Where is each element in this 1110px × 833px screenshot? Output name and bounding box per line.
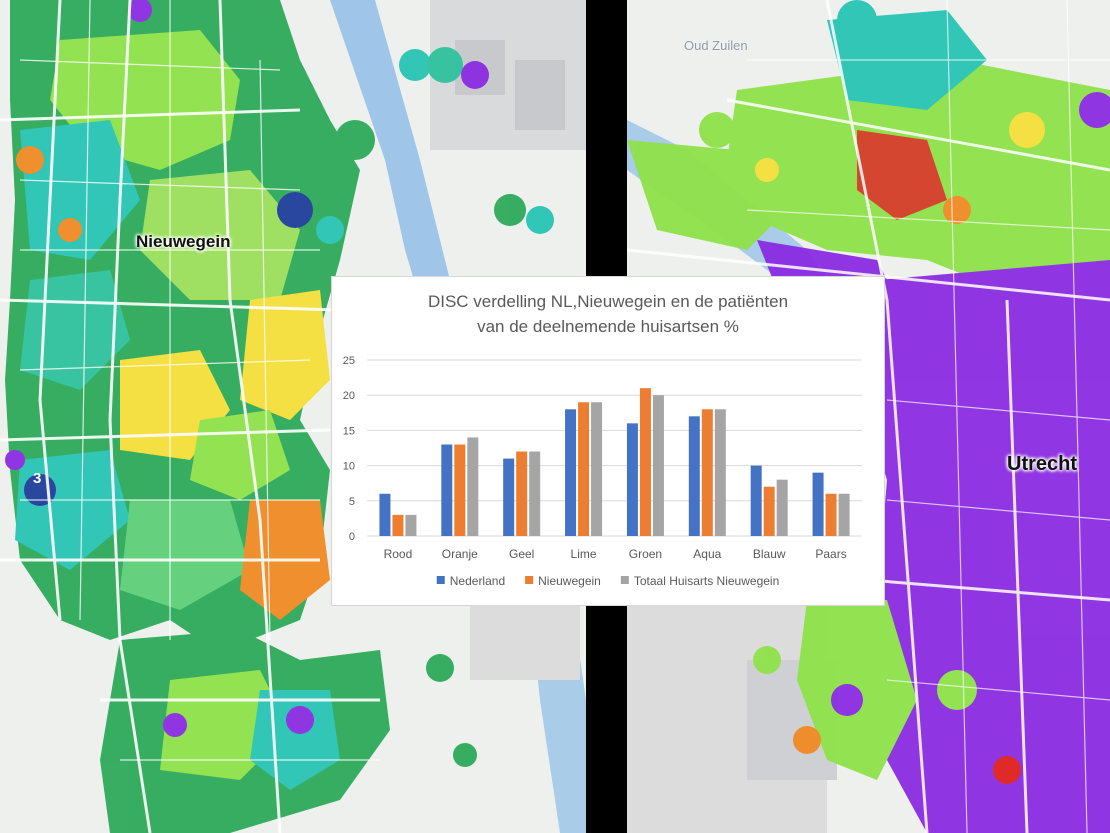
oud-zuilen-district-label: Oud Zuilen — [684, 38, 748, 53]
bar-groen-series-2 — [639, 388, 651, 536]
bar-oranje-series-3 — [467, 437, 479, 536]
bar-blauw-series-1 — [750, 465, 762, 536]
category-label: Blauw — [753, 547, 786, 561]
bar-paars-series-3 — [838, 493, 850, 536]
bar-aqua-series-2 — [701, 409, 713, 536]
legend-label: Nederland — [450, 574, 505, 588]
bar-paars-series-1 — [812, 472, 824, 536]
bar-groen-series-3 — [652, 395, 664, 536]
bar-aqua-series-3 — [714, 409, 726, 536]
y-tick-label: 25 — [343, 355, 355, 367]
y-tick-label: 15 — [343, 425, 355, 437]
bar-geel-series-3 — [529, 451, 541, 536]
chart-gridlines — [367, 359, 862, 537]
map-marker-label: 3 — [33, 470, 42, 487]
disc-distribution-chart: DISC verdelling NL,Nieuwegein en de pati… — [331, 276, 885, 606]
category-label: Geel — [509, 547, 534, 561]
bar-paars-series-2 — [825, 493, 837, 536]
bar-oranje-series-2 — [454, 444, 466, 536]
chart-legend: Nederland Nieuwegein Totaal Huisarts Nieuw… — [436, 574, 779, 588]
bar-blauw-series-2 — [763, 486, 775, 536]
y-tick-label: 10 — [343, 461, 355, 473]
legend-label: Nieuwegein — [538, 574, 601, 588]
chart-title-line1: DISC verdelling NL,Nieuwegein en de pati… — [428, 292, 788, 311]
bar-geel-series-1 — [503, 458, 515, 536]
chart-bars — [379, 388, 850, 536]
utrecht-city-label: Utrecht — [1007, 453, 1078, 475]
category-label: Lime — [571, 547, 597, 561]
legend-swatch — [525, 576, 534, 584]
y-tick-label: 0 — [349, 531, 355, 543]
category-label: Rood — [384, 547, 413, 561]
bar-oranje-series-1 — [441, 444, 453, 536]
category-label: Aqua — [693, 547, 721, 561]
bar-aqua-series-1 — [688, 416, 700, 536]
bar-rood-series-3 — [405, 514, 417, 536]
bar-lime-series-3 — [591, 402, 603, 536]
category-label: Oranje — [442, 547, 478, 561]
chart-y-tick-labels: 0 5 10 15 20 25 — [343, 355, 355, 543]
legend-swatch — [436, 576, 445, 584]
category-label: Paars — [815, 547, 846, 561]
bar-lime-series-1 — [565, 409, 577, 536]
legend-label: Totaal Huisarts Nieuwegein — [634, 574, 779, 588]
nieuwegein-city-label: Nieuwegein — [136, 232, 231, 251]
bar-geel-series-2 — [516, 451, 528, 536]
legend-swatch — [620, 576, 629, 584]
y-tick-label: 5 — [349, 496, 355, 508]
bar-lime-series-2 — [578, 402, 590, 536]
bar-groen-series-1 — [626, 423, 638, 536]
bar-rood-series-2 — [392, 514, 404, 536]
chart-category-labels: Rood Oranje Geel Lime Groen Aqua Blauw Paars — [384, 547, 847, 561]
bar-blauw-series-3 — [776, 479, 788, 536]
category-label: Groen — [629, 547, 662, 561]
chart-svg: DISC verdelling NL,Nieuwegein en de pati… — [343, 292, 862, 588]
chart-title-line2: van de deelnemende huisartsen % — [477, 317, 739, 336]
y-tick-label: 20 — [343, 390, 355, 402]
bar-rood-series-1 — [379, 493, 391, 536]
